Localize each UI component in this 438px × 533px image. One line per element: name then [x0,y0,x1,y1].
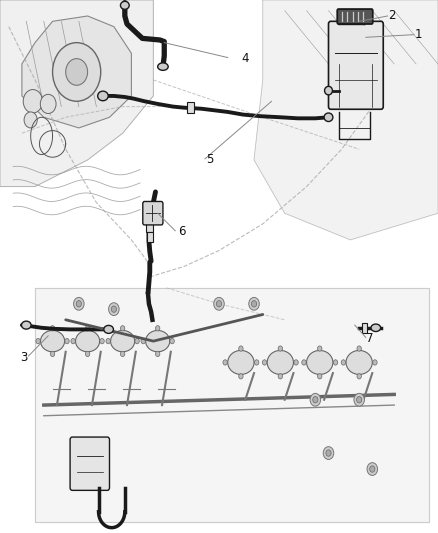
Circle shape [278,346,283,351]
Circle shape [357,374,361,379]
Text: 7: 7 [366,332,374,345]
Ellipse shape [145,330,170,352]
Ellipse shape [21,321,31,329]
Text: 2: 2 [388,10,396,22]
Ellipse shape [325,86,332,95]
Circle shape [357,346,361,351]
Ellipse shape [371,324,381,332]
Circle shape [354,393,364,406]
Circle shape [135,338,139,344]
Ellipse shape [267,351,293,374]
Ellipse shape [324,113,333,122]
Text: 4: 4 [241,52,249,65]
Circle shape [370,466,375,472]
FancyBboxPatch shape [143,201,163,225]
Circle shape [326,450,331,456]
Circle shape [323,447,334,459]
Ellipse shape [40,330,64,352]
Ellipse shape [104,325,113,334]
Circle shape [76,301,81,307]
Circle shape [50,351,55,357]
Text: 3: 3 [21,351,28,364]
Circle shape [50,326,55,331]
Circle shape [74,297,84,310]
Polygon shape [0,0,153,187]
Ellipse shape [120,2,129,9]
Ellipse shape [228,351,254,374]
Circle shape [36,338,40,344]
Circle shape [239,374,243,379]
Text: 5: 5 [207,154,214,166]
Circle shape [367,463,378,475]
Circle shape [294,360,298,365]
Circle shape [318,346,322,351]
Circle shape [66,59,88,85]
Circle shape [216,301,222,307]
Circle shape [65,338,69,344]
Circle shape [262,360,267,365]
FancyBboxPatch shape [328,21,383,109]
Ellipse shape [346,351,372,374]
Circle shape [24,112,37,128]
Ellipse shape [110,330,135,352]
Text: 1: 1 [414,28,422,41]
Bar [187,102,194,113]
Text: 6: 6 [178,225,186,238]
FancyBboxPatch shape [70,437,110,490]
Polygon shape [254,0,438,240]
Circle shape [223,360,227,365]
Circle shape [254,360,259,365]
Polygon shape [22,16,131,128]
Circle shape [85,351,90,357]
Circle shape [170,338,174,344]
Ellipse shape [76,330,100,352]
FancyBboxPatch shape [337,9,373,24]
Circle shape [302,360,306,365]
Circle shape [251,301,257,307]
Circle shape [85,326,90,331]
Circle shape [214,297,224,310]
Ellipse shape [158,63,168,70]
Circle shape [318,374,322,379]
Circle shape [155,351,160,357]
Circle shape [313,397,318,403]
Circle shape [111,306,117,312]
Circle shape [71,338,75,344]
Circle shape [53,43,101,101]
Bar [147,232,153,242]
Bar [146,221,153,232]
Circle shape [341,360,346,365]
Circle shape [100,338,104,344]
Circle shape [40,94,56,114]
Circle shape [357,397,362,403]
Circle shape [249,297,259,310]
Circle shape [120,326,125,331]
Circle shape [310,393,321,406]
Circle shape [239,346,243,351]
Ellipse shape [307,351,333,374]
Circle shape [278,374,283,379]
Circle shape [109,303,119,316]
Bar [362,323,367,333]
Circle shape [106,338,110,344]
Polygon shape [35,288,429,522]
Circle shape [141,338,145,344]
Circle shape [23,90,42,113]
Circle shape [333,360,338,365]
Circle shape [155,326,160,331]
Ellipse shape [98,91,108,101]
Circle shape [373,360,377,365]
Circle shape [120,351,125,357]
